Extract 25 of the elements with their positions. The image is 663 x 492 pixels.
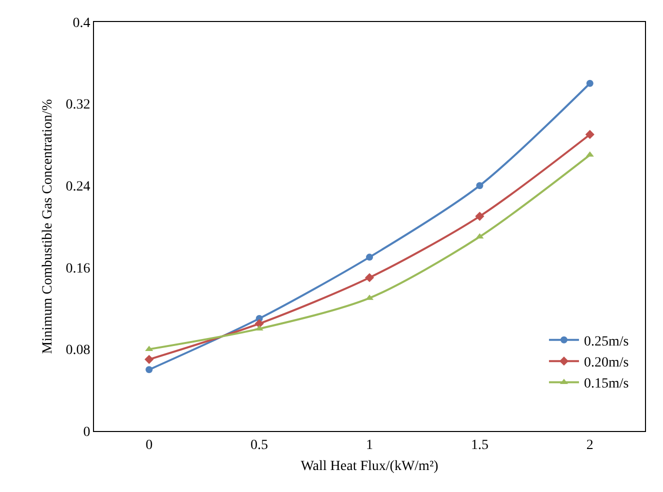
- point: [586, 151, 594, 157]
- y-tick-label: 0.08: [66, 343, 90, 358]
- legend-label: 0.15m/s: [584, 376, 629, 392]
- point: [585, 130, 594, 140]
- x-tick-label: 1.5: [470, 438, 488, 453]
- x-axis-title: Wall Heat Flux/(kW/m²): [300, 459, 439, 474]
- x-tick-label: 0: [146, 438, 153, 453]
- legend-label: 0.25m/s: [584, 334, 629, 350]
- y-axis-title: Minimum Combustible Gas Concentration/%: [40, 98, 56, 354]
- legend-label: 0.20m/s: [584, 356, 629, 371]
- point: [146, 366, 153, 374]
- point: [364, 273, 374, 282]
- point: [366, 254, 373, 261]
- point: [475, 212, 484, 221]
- y-tick-label: 0: [83, 424, 90, 440]
- y-tick-label: 0.24: [66, 180, 90, 194]
- x-tick-label: 0.5: [250, 438, 268, 453]
- point: [476, 182, 484, 190]
- point: [586, 80, 594, 87]
- x-tick-label: 1: [366, 438, 373, 453]
- point: [144, 354, 154, 364]
- y-tick-label: 0.16: [66, 261, 90, 276]
- y-tick-label: 0.4: [72, 16, 90, 31]
- x-tick-label: 2: [586, 438, 594, 453]
- y-tick-label: 0.32: [66, 98, 90, 113]
